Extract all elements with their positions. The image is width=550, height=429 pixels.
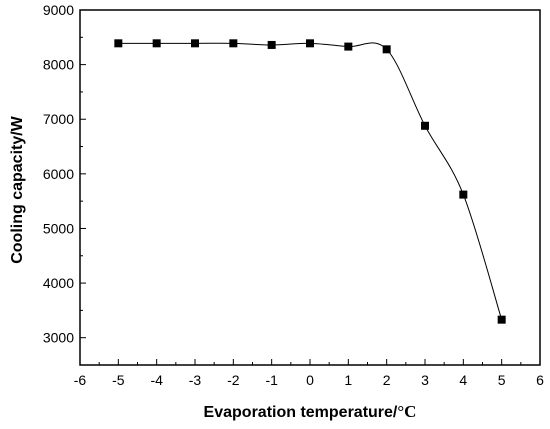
x-tick-label: -1: [265, 372, 278, 388]
y-tick-label: 9000: [43, 2, 74, 18]
x-tick-label: -5: [112, 372, 125, 388]
data-point: [421, 121, 429, 130]
series-line: [118, 42, 503, 320]
data-point: [382, 45, 391, 54]
x-tick-label: -3: [189, 372, 202, 388]
y-tick-label: 7000: [43, 111, 74, 127]
x-axis-title-unit: °C: [397, 402, 416, 421]
x-tick-label: -2: [227, 372, 240, 388]
y-tick-label: 5000: [43, 220, 74, 236]
x-axis-title: Evaporation temperature/°C: [204, 402, 417, 421]
y-tick-label: 6000: [43, 166, 74, 182]
plot-frame: [79, 9, 541, 366]
x-tick-label: 4: [459, 372, 467, 388]
x-tick-label: 6: [536, 372, 544, 388]
data-point: [459, 190, 468, 199]
x-tick-label: 0: [306, 372, 314, 388]
y-tick-label: 4000: [43, 275, 74, 291]
x-axis-title-text: Evaporation temperature/: [204, 404, 398, 421]
x-tick-label: 1: [344, 372, 352, 388]
x-tick-label: -6: [74, 372, 87, 388]
x-axis-ticks: -6 -5 -4 -3 -2 -1 0 1 2 3 4 5 6: [74, 359, 544, 388]
data-point: [497, 315, 506, 324]
y-axis-ticks: 3000 4000 5000 6000 7000 8000 9000: [43, 2, 86, 366]
y-tick-label: 3000: [43, 330, 74, 346]
x-tick-label: 2: [383, 372, 391, 388]
x-tick-label: -4: [150, 372, 163, 388]
data-markers: [114, 39, 506, 324]
data-point: [114, 39, 123, 48]
data-point: [267, 40, 276, 49]
y-tick-label: 8000: [43, 57, 74, 73]
data-point: [191, 39, 199, 48]
data-point: [306, 39, 314, 48]
x-tick-label: 3: [421, 372, 429, 388]
data-point: [229, 39, 238, 48]
data-point: [344, 42, 353, 51]
x-tick-label: 5: [498, 372, 506, 388]
y-axis-title: Cooling capacity/W: [9, 115, 26, 263]
data-point: [152, 39, 161, 48]
